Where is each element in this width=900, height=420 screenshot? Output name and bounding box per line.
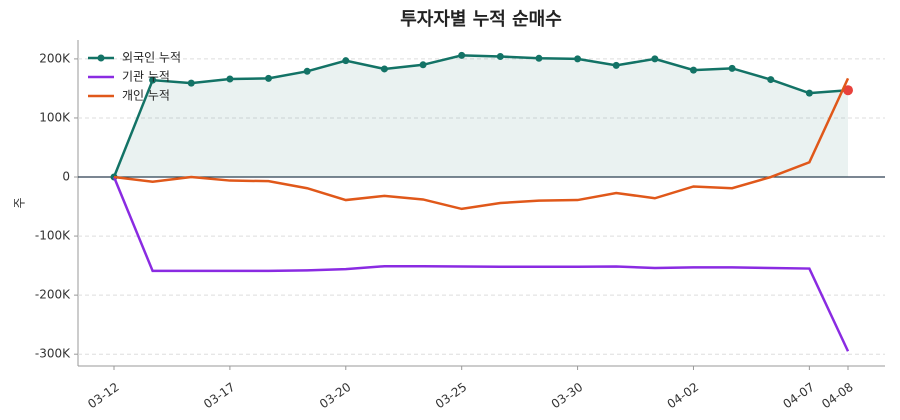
marker: [226, 75, 234, 83]
marker: [187, 79, 195, 87]
legend-label: 외국인 누적: [122, 51, 181, 65]
chart-title: 투자자별 누적 순매수: [400, 9, 562, 30]
marker: [380, 65, 388, 73]
marker: [651, 55, 659, 63]
marker: [574, 55, 582, 63]
marker: [496, 53, 504, 61]
x-tick-label: 03-20: [317, 380, 354, 411]
area: [114, 55, 848, 178]
line: [113, 77, 850, 211]
x-tick-label: 04-07: [780, 380, 817, 411]
x-tick-label: 03-12: [85, 380, 122, 411]
y-tick-label: -200K: [35, 288, 71, 302]
marker: [689, 66, 697, 74]
legend-label: 개인 누적: [122, 89, 170, 103]
x-tick-label: 04-08: [819, 380, 856, 411]
line: [112, 54, 849, 178]
marker: [419, 61, 427, 69]
marker: [303, 67, 311, 75]
marker: [612, 61, 620, 69]
y-tick-label: -100K: [35, 229, 71, 243]
marker: [535, 54, 543, 62]
y-tick-label: 100K: [39, 110, 71, 124]
marker: [805, 89, 813, 97]
marker: [767, 76, 775, 84]
marker: [728, 64, 736, 72]
x-tick-label: 03-30: [549, 380, 586, 411]
x-tick-label: 03-17: [201, 380, 238, 411]
legend-marker: [97, 54, 105, 62]
x-tick-label: 03-25: [433, 380, 470, 411]
x-tick-label: 04-02: [665, 380, 702, 411]
marker: [265, 74, 273, 82]
y-axis-label: 주: [13, 197, 27, 208]
marker: [149, 76, 157, 84]
marker: [458, 51, 466, 59]
legend-label: 기관 누적: [122, 70, 170, 84]
y-tick-label: 200K: [39, 51, 71, 65]
line: [112, 176, 850, 352]
y-tick-label: -300K: [35, 347, 71, 361]
marker: [843, 85, 853, 96]
marker: [342, 57, 350, 65]
y-tick-label: 0: [62, 170, 70, 184]
